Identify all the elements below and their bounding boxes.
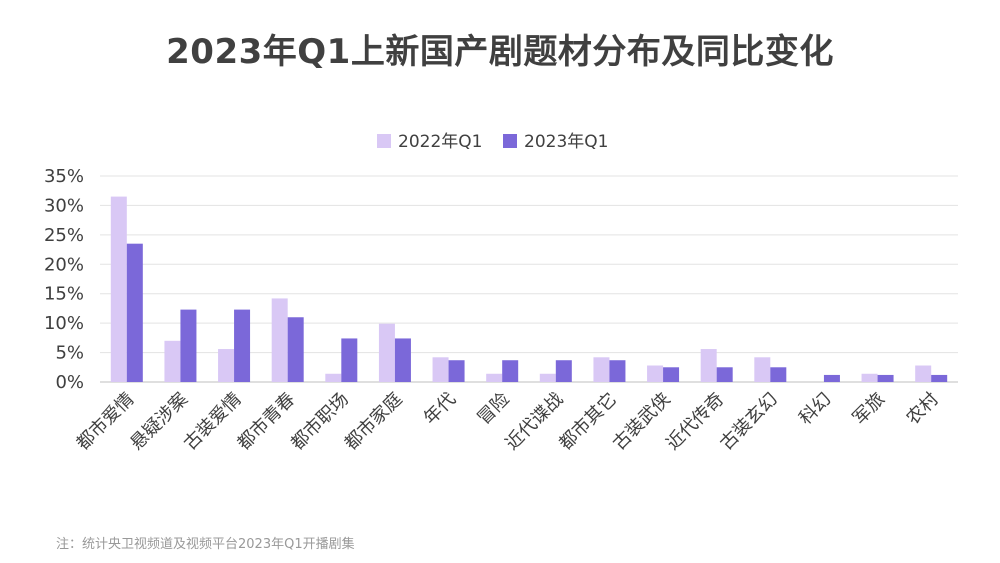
bar-2022-2	[164, 340, 181, 382]
legend-swatch	[377, 134, 391, 148]
bar-2023-8	[502, 360, 519, 382]
x-tick-label: 年代	[420, 389, 460, 429]
y-tick-label: 5%	[55, 343, 84, 364]
bar-2022-3	[218, 349, 235, 382]
bar-2023-12	[716, 367, 733, 382]
bar-2022-4	[271, 298, 288, 382]
bar-2022-10	[593, 357, 610, 382]
bar-2022-1	[110, 196, 127, 382]
y-tick-label: 0%	[55, 372, 84, 393]
y-tick-label: 35%	[44, 166, 84, 187]
x-tick-label: 都市其它	[555, 389, 621, 455]
bar-2023-11	[663, 367, 680, 382]
y-tick-label: 30%	[44, 195, 84, 216]
x-tick-label: 古装玄幻	[716, 389, 782, 455]
bars	[110, 196, 948, 382]
x-tick-label: 都市家庭	[341, 389, 407, 455]
bar-2022-8	[486, 373, 503, 382]
bar-2023-15	[877, 374, 894, 382]
y-tick-label: 10%	[44, 313, 84, 334]
bar-2022-11	[647, 365, 664, 382]
bar-2023-10	[609, 360, 626, 382]
legend-label: 2022年Q1	[398, 132, 482, 152]
bar-2022-13	[754, 357, 771, 382]
bar-2023-9	[555, 360, 572, 382]
bar-2022-16	[915, 365, 932, 382]
x-tick-label: 悬疑涉案	[126, 389, 192, 455]
x-tick-label: 军旅	[849, 389, 889, 429]
bar-2022-15	[861, 373, 878, 382]
bar-2022-7	[432, 357, 449, 382]
x-tick-label: 都市青春	[233, 389, 299, 455]
bar-2023-6	[394, 338, 411, 382]
x-tick-label: 科幻	[795, 389, 835, 429]
y-tick-label: 20%	[44, 254, 84, 275]
bar-2023-13	[770, 367, 787, 382]
y-tick-label: 25%	[44, 225, 84, 246]
bar-2023-4	[287, 317, 304, 382]
bar-2023-2	[180, 309, 197, 382]
x-tick-label: 古装爱情	[180, 389, 246, 455]
x-tick-label: 农村	[902, 389, 942, 429]
bar-2023-14	[823, 374, 840, 382]
bar-2023-3	[234, 309, 251, 382]
y-tick-label: 15%	[44, 284, 84, 305]
bar-2022-9	[539, 373, 556, 382]
chart-title: 2023年Q1上新国产剧题材分布及同比变化	[166, 32, 834, 72]
x-tick-label: 近代谍战	[502, 389, 568, 455]
x-tick-label: 都市爱情	[73, 389, 139, 455]
x-tick-label: 近代传奇	[662, 389, 728, 455]
bar-2023-1	[126, 243, 143, 382]
footnote: 注：统计央卫视频道及视频平台2023年Q1开播剧集	[56, 537, 355, 552]
legend: 2022年Q1 2023年Q1	[377, 132, 608, 152]
bar-2022-6	[378, 323, 395, 382]
legend-label: 2023年Q1	[524, 132, 608, 152]
bar-2023-16	[931, 374, 948, 382]
x-tick-label: 古装武侠	[609, 389, 675, 455]
x-tick-label: 冒险	[473, 389, 513, 429]
bar-2022-5	[325, 373, 342, 382]
bar-2022-12	[700, 349, 717, 382]
y-axis: 0% 5% 10% 15% 20% 25% 30% 35%	[44, 166, 84, 393]
x-tick-label: 都市职场	[287, 389, 353, 455]
legend-swatch	[503, 134, 517, 148]
bar-2023-7	[448, 360, 465, 382]
bar-2023-5	[341, 338, 358, 382]
